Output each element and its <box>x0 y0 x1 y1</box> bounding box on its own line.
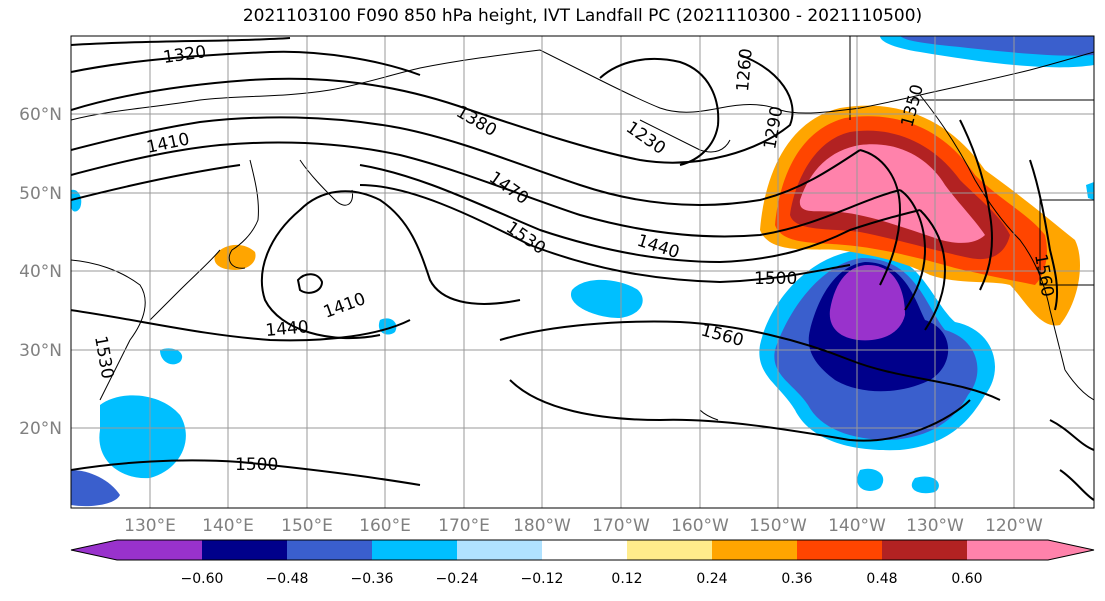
contour-label: 1260 <box>733 48 757 93</box>
colorbar-segment <box>882 540 967 560</box>
colorbar-ticks: −0.60 −0.48 −0.36 −0.24 −0.12 0.12 0.24 … <box>181 571 983 587</box>
ivt-negative-shading <box>71 36 1094 507</box>
contour-label: 1500 <box>235 455 278 475</box>
height-contours <box>71 37 1094 501</box>
lat-label: 20°N <box>19 419 62 439</box>
coastlines <box>71 36 1094 421</box>
colorbar-segment <box>627 540 712 560</box>
colorbar-tick-label: −0.36 <box>351 571 394 587</box>
colorbar-segment <box>457 540 542 560</box>
lon-label: 130°W <box>906 516 964 536</box>
lon-label: 140°W <box>828 516 886 536</box>
map-panel: 1320 1410 1380 1230 1260 1290 1350 1470 … <box>71 36 1094 508</box>
colorbar-tick-label: 0.48 <box>866 571 897 587</box>
colorbar-tick-label: 0.36 <box>781 571 812 587</box>
colorbar-tick-label: 0.24 <box>696 571 727 587</box>
colorbar-segment <box>542 540 627 560</box>
colorbar-right-extension <box>1048 540 1094 560</box>
colorbar-tick-label: 0.12 <box>611 571 642 587</box>
lon-label: 170°W <box>592 516 650 536</box>
colorbar-tick-label: −0.24 <box>436 571 479 587</box>
longitude-labels: 130°E 140°E 150°E 160°E 170°E 180°W 170°… <box>124 516 1043 536</box>
colorbar-segment <box>202 540 287 560</box>
lon-label: 160°E <box>359 516 411 536</box>
lon-label: 140°E <box>202 516 254 536</box>
lon-label: 160°W <box>671 516 729 536</box>
colorbar-tick-label: −0.48 <box>266 571 309 587</box>
map-frame <box>70 35 1095 509</box>
colorbar-tick-label: −0.12 <box>521 571 564 587</box>
lat-label: 50°N <box>19 184 62 204</box>
lon-label: 130°E <box>124 516 176 536</box>
lon-label: 150°E <box>281 516 333 536</box>
contour-label: 1500 <box>754 269 797 289</box>
lon-label: 150°W <box>749 516 807 536</box>
map-title: 2021103100 F090 850 hPa height, IVT Land… <box>242 6 923 26</box>
contour-label: 1440 <box>265 317 310 341</box>
lon-label: 180°W <box>513 516 571 536</box>
lon-label: 120°W <box>985 516 1043 536</box>
colorbar-segment <box>117 540 202 560</box>
colorbar-outline <box>70 539 1095 561</box>
colorbar-segment <box>712 540 797 560</box>
colorbar-segment <box>967 540 1048 560</box>
colorbar-segment <box>287 540 372 560</box>
colorbar-tick-label: 0.60 <box>951 571 982 587</box>
lat-label: 40°N <box>19 262 62 282</box>
colorbar-segment <box>372 540 457 560</box>
lon-label: 170°E <box>438 516 490 536</box>
lat-label: 60°N <box>19 105 62 125</box>
colorbar-segment <box>797 540 882 560</box>
colorbar-tick-label: −0.60 <box>181 571 224 587</box>
lat-label: 30°N <box>19 341 62 361</box>
latitude-labels: 60°N 50°N 40°N 30°N 20°N <box>19 105 62 439</box>
colorbar-left-extension <box>71 540 117 560</box>
colorbar: −0.60 −0.48 −0.36 −0.24 −0.12 0.12 0.24 … <box>70 539 1095 587</box>
